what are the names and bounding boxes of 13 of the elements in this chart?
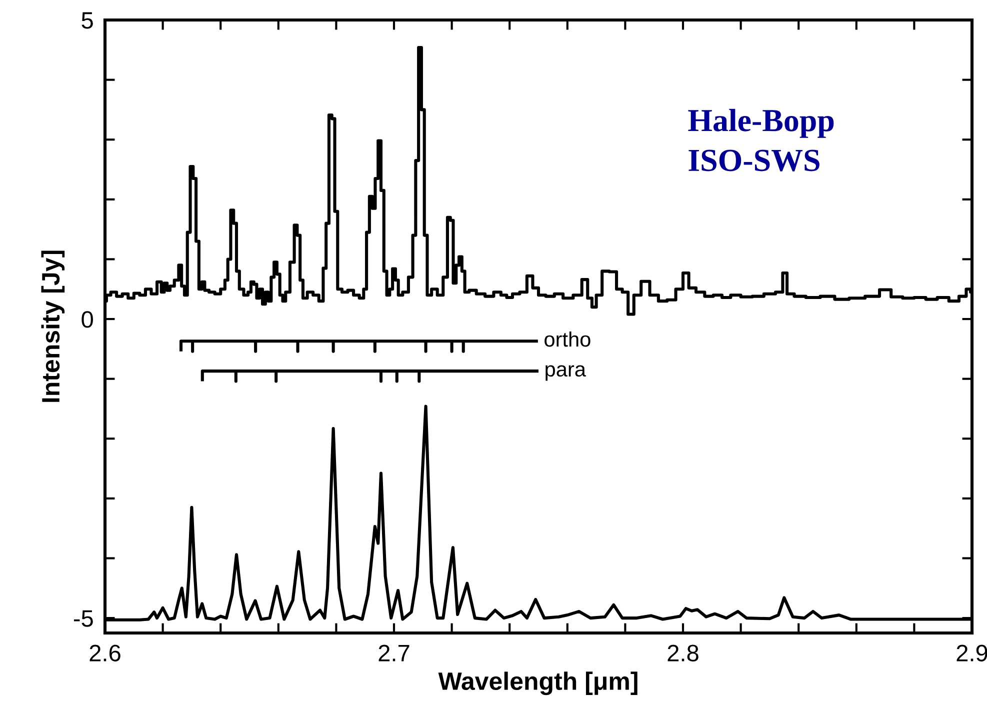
x-tick-label: 2.8	[668, 644, 698, 662]
annotation: Hale-Bopp	[688, 108, 834, 138]
x-tick-label: 2.9	[956, 644, 987, 662]
x-tick-label: 2.7	[378, 644, 410, 662]
series-label: para	[546, 365, 586, 381]
y-axis-title: Intensity [Jy]	[41, 250, 65, 402]
y-tick-label: 5	[82, 12, 93, 29]
x-axis-title: Wavelength [μm]	[438, 672, 638, 696]
annotation: ISO-SWS	[688, 150, 820, 172]
y-tick-label: -5	[74, 610, 93, 627]
series-label: ortho	[544, 331, 590, 347]
x-tick-label: 2.6	[90, 644, 120, 662]
y-tick-label: 0	[82, 311, 93, 328]
